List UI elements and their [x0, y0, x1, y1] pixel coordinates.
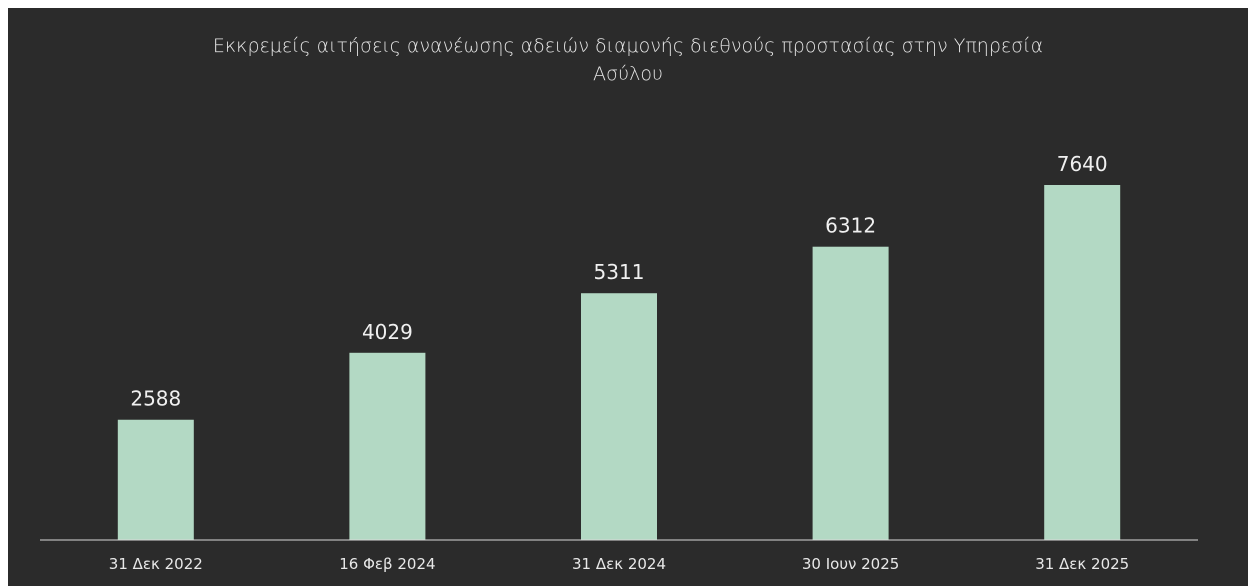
x-tick-label: 16 Φεβ 2024 — [339, 555, 435, 573]
x-tick-label: 31 Δεκ 2025 — [1035, 555, 1129, 573]
chart-title: Εκκρεμείς αιτήσεις ανανέωσης αδειών διαμ… — [212, 35, 1044, 85]
value-label: 5311 — [594, 260, 645, 284]
bar — [581, 293, 657, 540]
bar — [1044, 185, 1121, 540]
x-tick-label: 31 Δεκ 2022 — [109, 555, 203, 573]
x-tick-label: 30 Ιουν 2025 — [802, 555, 899, 573]
value-label: 7640 — [1057, 152, 1108, 176]
value-label: 2588 — [130, 387, 181, 411]
chart-panel: Εκκρεμείς αιτήσεις ανανέωσης αδειών διαμ… — [8, 8, 1248, 586]
bar — [117, 419, 194, 540]
chart: 2588 31 Δεκ 2022 4029 16 Φεβ 2024 5311 31 Δεκ… — [40, 152, 1198, 573]
bar — [812, 246, 889, 541]
value-label: 4029 — [362, 320, 413, 344]
bar — [349, 352, 426, 540]
x-tick-label: 31 Δεκ 2024 — [572, 555, 666, 573]
value-label: 6312 — [825, 214, 876, 238]
